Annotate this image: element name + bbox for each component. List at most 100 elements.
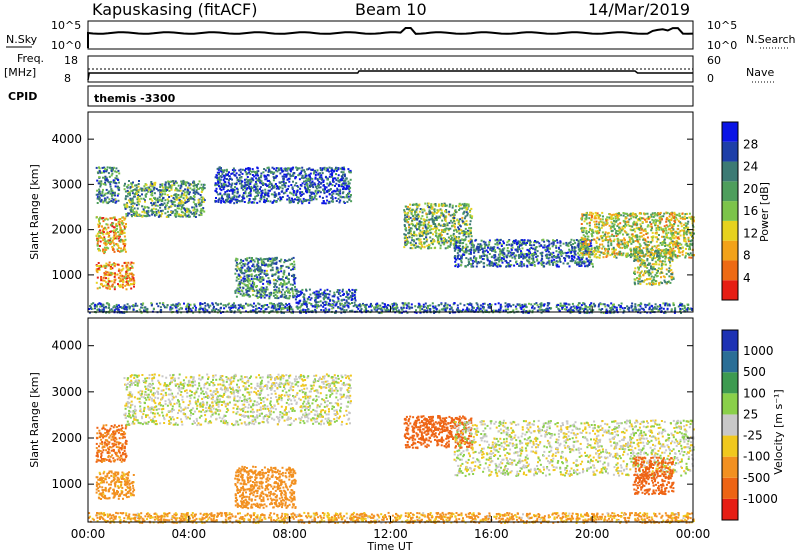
data-point [481,258,484,260]
data-point [276,170,279,173]
data-point [220,199,223,202]
data-point [466,245,469,248]
data-point [268,297,271,300]
data-point [110,264,113,266]
data-point [283,271,286,274]
data-point [316,178,319,180]
data-point [312,292,315,295]
data-point [590,233,593,235]
data-point [279,267,282,270]
data-point [157,215,160,218]
data-point [98,268,101,271]
data-point [426,204,429,207]
cpid-label: CPID [8,90,37,103]
data-point [189,187,192,190]
data-point [246,187,249,190]
data-point [418,239,421,242]
data-point [689,252,692,255]
data-point [616,225,619,227]
data-point [264,193,266,196]
data-point [434,246,437,249]
data-point [517,242,520,245]
data-point [200,203,203,206]
data-point [614,217,617,220]
data-point [157,209,160,212]
data-point [236,265,239,268]
data-point [106,274,109,276]
data-point [299,172,302,175]
data-point [334,197,337,200]
data-point [272,179,275,182]
data-point [135,193,138,196]
data-point [484,250,486,253]
data-point [423,230,426,232]
data-point [144,187,147,190]
data-point [420,224,423,227]
data-point [547,244,550,247]
data-point [571,260,574,263]
data-point [231,172,234,175]
data-point [472,265,475,268]
data-point [622,212,625,214]
data-point [251,174,254,176]
data-point [112,242,115,245]
data-point [329,173,332,176]
data-point [442,229,445,231]
data-point [308,173,311,176]
data-point [114,231,117,234]
data-point [462,212,465,215]
data-point [98,180,101,183]
data-point [254,171,256,173]
data-point [243,275,246,278]
data-point [122,216,125,219]
data-point [306,199,309,202]
data-point [134,213,137,216]
data-point [662,235,665,238]
data-point [126,202,129,205]
data-point [467,233,470,236]
data-point [98,190,101,193]
data-point [130,214,133,216]
data-point [406,212,409,215]
data-point [639,219,642,222]
data-point [452,243,455,246]
data-point [348,187,351,190]
data-point [244,269,246,272]
data-point [116,186,119,189]
data-point [338,185,340,188]
data-point [298,200,301,203]
data-point [425,236,428,239]
data-point [256,189,259,192]
data-point [329,299,331,302]
data-point [333,301,336,304]
data-point [557,265,560,268]
data-point [131,205,134,208]
data-point [344,188,347,191]
data-point [280,295,283,298]
data-point [524,243,527,246]
data-point [310,199,313,202]
data-point [100,180,103,183]
data-point [126,189,129,192]
data-point [439,247,442,250]
data-point [452,215,455,218]
data-point [111,230,114,233]
data-point [323,185,326,188]
data-point [530,247,533,249]
data-point [620,252,623,255]
data-point [337,179,340,182]
data-point [111,267,114,270]
data-point [668,215,671,218]
data-point [542,262,545,265]
data-point [427,224,430,227]
data-point [312,183,315,186]
data-point [431,206,434,209]
data-point [242,197,245,200]
data-point [130,183,133,186]
data-point [247,182,250,185]
data-point [135,190,138,193]
data-point [252,198,255,200]
data-point [565,254,568,257]
data-point [168,190,171,192]
data-point [626,252,629,255]
